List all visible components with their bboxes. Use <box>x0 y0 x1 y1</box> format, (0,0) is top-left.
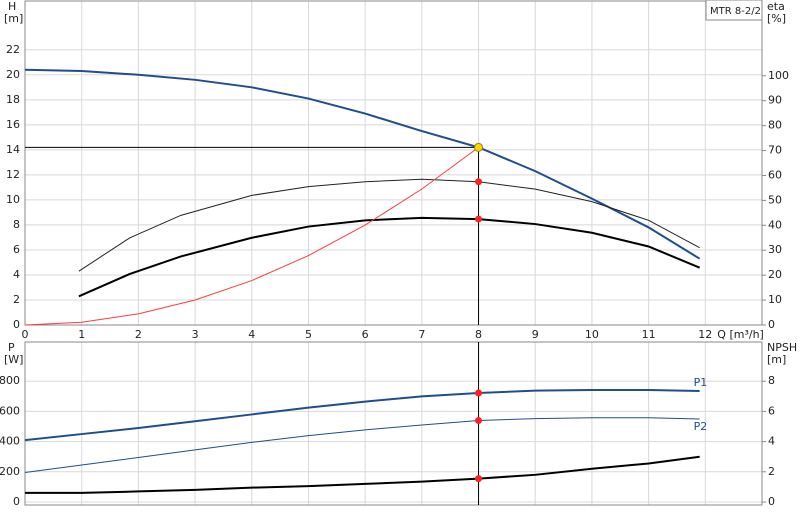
plot-frame <box>24 0 763 326</box>
y-tick-label: 22 <box>6 43 20 56</box>
x-tick-label: 2 <box>135 328 142 341</box>
series-label: P1 <box>694 376 708 389</box>
y2-tick-label: 90 <box>768 94 782 107</box>
x-axis-label: Q [m³/h] <box>717 328 764 341</box>
x-tick-label: 12 <box>698 328 712 341</box>
y-axis-label: H <box>8 0 16 13</box>
y-tick-label: 0 <box>13 495 20 508</box>
y-tick-label: 8 <box>13 218 20 231</box>
y2-tick-label: 70 <box>768 144 782 157</box>
y-tick-label: 0 <box>13 318 20 331</box>
y2-tick-label: 6 <box>768 404 775 417</box>
y2-tick-label: 0 <box>768 318 775 331</box>
curve <box>24 388 700 442</box>
y2-tick-label: 80 <box>768 119 782 132</box>
y-axis-label: P <box>8 341 15 354</box>
x-tick-label: 5 <box>305 328 312 341</box>
operating-dot <box>475 178 483 186</box>
y-tick-label: 400 <box>0 435 20 448</box>
x-tick-label: 1 <box>78 328 85 341</box>
x-tick-label: 3 <box>192 328 199 341</box>
y2-tick-label: 4 <box>768 435 775 448</box>
x-tick-label: 6 <box>362 328 369 341</box>
plot-frame <box>24 341 763 506</box>
y-tick-label: 20 <box>6 68 20 81</box>
curve <box>25 455 700 494</box>
operating-dot <box>475 389 483 397</box>
y-tick-label: 4 <box>13 268 20 281</box>
operating-dot <box>475 215 483 223</box>
operating-dot <box>475 416 483 424</box>
x-tick-label: 10 <box>585 328 599 341</box>
y-tick-label: 16 <box>6 118 20 131</box>
y-tick-label: 18 <box>6 93 20 106</box>
y2-tick-label: 60 <box>768 168 782 181</box>
y2-tick-label: 50 <box>768 193 782 206</box>
x-tick-label: 4 <box>248 328 255 341</box>
model-label: MTR 8-2/2 <box>710 6 761 17</box>
curve <box>24 146 479 326</box>
y-tick-label: 12 <box>6 168 20 181</box>
operating-dot <box>475 475 483 483</box>
y-axis-unit: [W] <box>4 353 23 366</box>
y-tick-label: 6 <box>13 243 20 256</box>
y-tick-label: 600 <box>0 404 20 417</box>
y2-axis-label: eta <box>767 0 785 13</box>
curve <box>78 178 700 272</box>
y2-tick-label: 100 <box>768 69 789 82</box>
x-tick-label: 8 <box>475 328 482 341</box>
series-label: P2 <box>694 420 708 433</box>
y2-axis-unit: [%] <box>767 12 786 25</box>
model-box <box>705 0 763 21</box>
curve <box>78 216 701 298</box>
y-tick-label: 200 <box>0 465 20 478</box>
y2-tick-label: 20 <box>768 268 782 281</box>
x-tick-label: 7 <box>418 328 425 341</box>
y2-tick-label: 0 <box>768 495 775 508</box>
y2-axis-label: NPSH <box>767 341 797 354</box>
y-tick-label: 10 <box>6 193 20 206</box>
y-tick-label: 14 <box>6 143 20 156</box>
x-tick-label: 9 <box>532 328 539 341</box>
y2-tick-label: 30 <box>768 243 782 256</box>
y2-tick-label: 8 <box>768 374 775 387</box>
curve <box>24 68 701 260</box>
duty-point <box>474 142 484 152</box>
y-tick-label: 800 <box>0 374 20 387</box>
y2-tick-label: 2 <box>768 465 775 478</box>
y2-tick-label: 40 <box>768 218 782 231</box>
curve <box>24 417 700 474</box>
x-tick-label: 11 <box>642 328 656 341</box>
y-tick-label: 2 <box>13 293 20 306</box>
y-axis-unit: [m] <box>4 12 23 25</box>
x-tick-label: 0 <box>22 328 29 341</box>
y2-tick-label: 10 <box>768 293 782 306</box>
y2-axis-unit: [m] <box>767 353 786 366</box>
